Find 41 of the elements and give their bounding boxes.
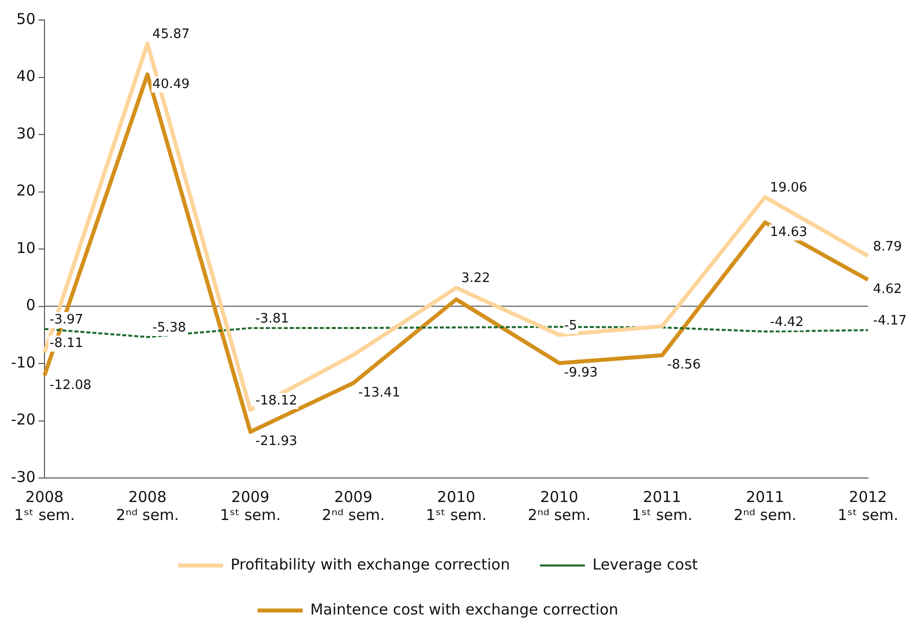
y-tick-label: 40 xyxy=(16,67,36,86)
data-label: -9.93 xyxy=(564,365,598,380)
data-label: 19.06 xyxy=(770,180,808,196)
legend-label: Profitability with exchange correction xyxy=(230,555,510,574)
data-label: -3.81 xyxy=(255,311,290,326)
y-tick-label: 20 xyxy=(16,182,36,200)
data-label: -3.97 xyxy=(50,312,84,328)
y-tick-label: -20 xyxy=(11,410,36,429)
x-tick-label: 2010 1ˢᵗ sem. xyxy=(426,488,487,524)
data-label: -21.93 xyxy=(255,434,298,450)
y-tick-label: 0 xyxy=(26,296,36,314)
data-label: 3.22 xyxy=(461,271,490,286)
x-tick-label: 2008 2ⁿᵈ sem. xyxy=(116,488,179,524)
x-tick-label: 2008 1ˢᵗ sem. xyxy=(14,488,75,524)
data-label: 4.62 xyxy=(873,282,902,298)
data-label: 45.87 xyxy=(152,27,190,42)
x-tick-label: 2011 2ⁿᵈ sem. xyxy=(734,488,796,524)
x-tick-label: 2010 2ⁿᵈ sem. xyxy=(528,488,591,524)
data-label: -5 xyxy=(564,318,578,334)
data-label: -18.12 xyxy=(255,393,298,408)
data-label: -4.42 xyxy=(770,314,804,330)
legend-label: Leverage cost xyxy=(592,555,698,574)
legend-label: Maintence cost with exchange correction xyxy=(310,600,618,618)
data-label: 40.49 xyxy=(152,76,190,92)
data-label: -8.56 xyxy=(667,358,701,373)
y-tick-label: 50 xyxy=(16,10,36,28)
data-label: -5.38 xyxy=(152,320,186,336)
data-label: -8.11 xyxy=(50,336,84,352)
y-tick-label: -30 xyxy=(11,468,36,486)
data-label: -13.41 xyxy=(358,385,400,400)
x-tick-label: 2012 1ˢᵗ sem. xyxy=(838,488,898,524)
y-tick-label: 10 xyxy=(16,238,36,257)
data-label: -4.17 xyxy=(873,314,907,328)
y-tick-label: 30 xyxy=(16,124,36,142)
data-label: 14.63 xyxy=(770,224,808,240)
data-label: -12.08 xyxy=(50,378,92,393)
x-tick-label: 2011 1ˢᵗ sem. xyxy=(632,488,693,524)
y-tick-label: -10 xyxy=(11,353,36,372)
data-label: 8.79 xyxy=(873,239,902,254)
x-tick-label: 2009 2ⁿᵈ sem. xyxy=(322,488,385,524)
x-tick-label: 2009 1ˢᵗ sem. xyxy=(220,488,281,524)
